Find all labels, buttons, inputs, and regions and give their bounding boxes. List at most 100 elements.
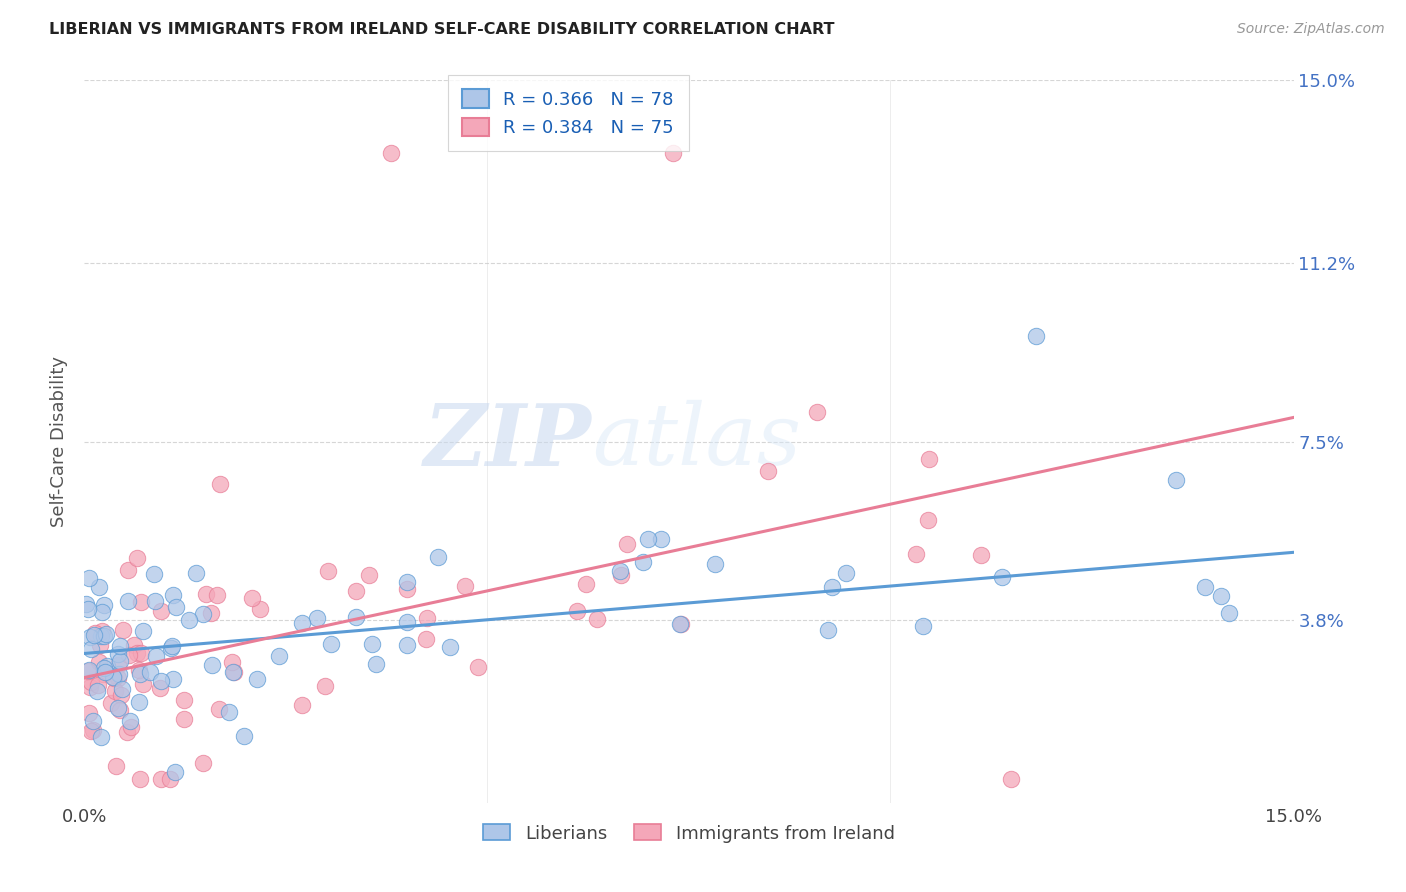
Point <box>817 623 839 637</box>
Point <box>110 688 132 702</box>
Point <box>128 772 150 786</box>
Point <box>93 598 115 612</box>
Point <box>96 659 118 673</box>
Point <box>87 580 110 594</box>
Point <box>159 772 181 786</box>
Point <box>427 549 450 564</box>
Point <box>703 557 725 571</box>
Point <box>1000 772 1022 786</box>
Point <box>80 675 103 690</box>
Point <box>127 551 149 566</box>
Point <box>149 673 172 688</box>
Point <box>93 660 115 674</box>
Point <box>1194 581 1216 595</box>
Point <box>117 563 139 577</box>
Point <box>344 584 367 599</box>
Point <box>917 513 939 527</box>
Point <box>616 537 638 551</box>
Point <box>200 606 222 620</box>
Point <box>970 548 993 562</box>
Point <box>131 595 153 609</box>
Point <box>77 664 100 678</box>
Point <box>108 654 131 668</box>
Point <box>107 671 129 685</box>
Point <box>173 712 195 726</box>
Point <box>316 565 339 579</box>
Point <box>108 703 131 717</box>
Point <box>567 604 589 618</box>
Point <box>193 607 215 621</box>
Point <box>395 582 418 596</box>
Point <box>224 665 246 679</box>
Point <box>128 695 150 709</box>
Point <box>361 637 384 651</box>
Point <box>165 599 187 614</box>
Point <box>806 405 828 419</box>
Point <box>111 623 134 637</box>
Point <box>80 641 103 656</box>
Point <box>319 637 342 651</box>
Point <box>201 658 224 673</box>
Point <box>208 477 231 491</box>
Point <box>118 714 141 728</box>
Point <box>904 547 927 561</box>
Point <box>357 568 380 582</box>
Point <box>103 669 125 683</box>
Point <box>139 665 162 679</box>
Point <box>453 579 475 593</box>
Point <box>91 667 114 681</box>
Point <box>821 580 844 594</box>
Point <box>671 616 693 631</box>
Point <box>104 684 127 698</box>
Point <box>439 640 461 654</box>
Point <box>117 648 139 662</box>
Point <box>80 724 103 739</box>
Point <box>145 594 167 608</box>
Text: atlas: atlas <box>592 401 801 483</box>
Text: ZIP: ZIP <box>425 400 592 483</box>
Point <box>1211 589 1233 603</box>
Y-axis label: Self-Care Disability: Self-Care Disability <box>51 356 69 527</box>
Point <box>184 566 207 580</box>
Point <box>162 588 184 602</box>
Text: LIBERIAN VS IMMIGRANTS FROM IRELAND SELF-CARE DISABILITY CORRELATION CHART: LIBERIAN VS IMMIGRANTS FROM IRELAND SELF… <box>49 22 835 37</box>
Point <box>90 730 112 744</box>
Text: Source: ZipAtlas.com: Source: ZipAtlas.com <box>1237 22 1385 37</box>
Point <box>82 714 104 728</box>
Point <box>758 464 780 478</box>
Point <box>415 632 437 646</box>
Point <box>221 655 243 669</box>
Point <box>87 678 110 692</box>
Point <box>79 680 101 694</box>
Point <box>149 604 172 618</box>
Point <box>86 684 108 698</box>
Point <box>110 639 132 653</box>
Point <box>222 665 245 679</box>
Point <box>835 566 858 581</box>
Point <box>233 729 256 743</box>
Point <box>575 576 598 591</box>
Point <box>609 568 631 582</box>
Point <box>380 145 402 160</box>
Point <box>76 602 98 616</box>
Point <box>1164 473 1187 487</box>
Point <box>90 629 112 643</box>
Point <box>149 681 172 696</box>
Point <box>128 663 150 677</box>
Point <box>173 693 195 707</box>
Point <box>94 627 117 641</box>
Point <box>1025 328 1047 343</box>
Point <box>93 629 115 643</box>
Point <box>467 660 489 674</box>
Point <box>240 591 263 606</box>
Point <box>121 719 143 733</box>
Point <box>218 705 240 719</box>
Point <box>207 588 229 602</box>
Point <box>82 723 104 738</box>
Point <box>364 657 387 671</box>
Point <box>79 631 101 645</box>
Point <box>105 759 128 773</box>
Point <box>91 624 114 638</box>
Point <box>91 606 114 620</box>
Point <box>131 677 153 691</box>
